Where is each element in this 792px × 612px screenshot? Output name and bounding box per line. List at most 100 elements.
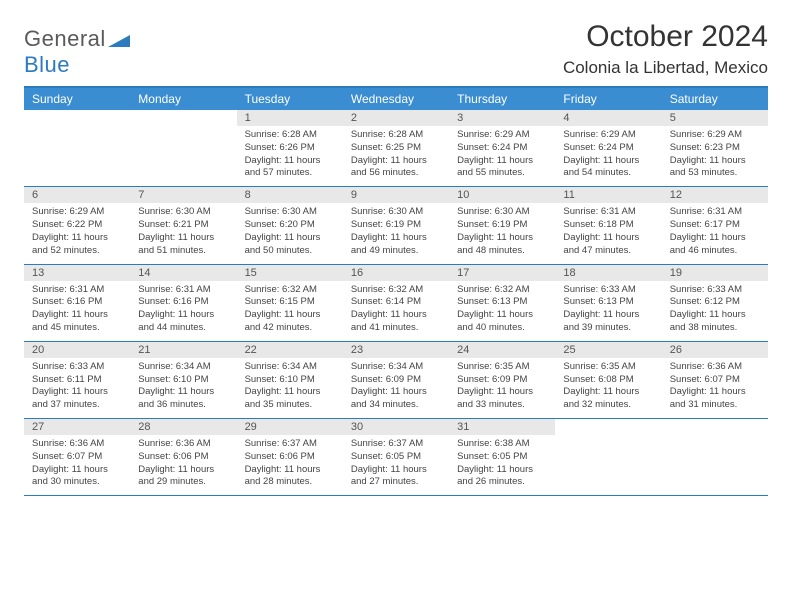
sunset-text: Sunset: 6:08 PM — [563, 374, 653, 387]
page-header: General Blue October 2024 Colonia la Lib… — [24, 20, 768, 78]
day-content-cell: Sunrise: 6:37 AMSunset: 6:06 PMDaylight:… — [237, 435, 343, 495]
brand-word1: General — [24, 26, 106, 51]
day-content-cell: Sunrise: 6:34 AMSunset: 6:10 PMDaylight:… — [130, 358, 236, 418]
daylight-text: Daylight: 11 hours and 26 minutes. — [457, 464, 547, 490]
day-number-cell: 19 — [662, 265, 768, 281]
day-number-cell: 30 — [343, 419, 449, 435]
daylight-text: Daylight: 11 hours and 42 minutes. — [245, 309, 335, 335]
day-content-cell: Sunrise: 6:31 AMSunset: 6:16 PMDaylight:… — [130, 281, 236, 341]
day-number-cell: 26 — [662, 342, 768, 358]
day-content-cell — [662, 435, 768, 495]
day-number-cell: 16 — [343, 265, 449, 281]
day-number-cell — [555, 419, 661, 435]
day-number-cell: 11 — [555, 187, 661, 203]
day-number-cell: 15 — [237, 265, 343, 281]
daylight-text: Daylight: 11 hours and 34 minutes. — [351, 386, 441, 412]
daylight-text: Daylight: 11 hours and 46 minutes. — [670, 232, 760, 258]
day-content-cell: Sunrise: 6:35 AMSunset: 6:09 PMDaylight:… — [449, 358, 555, 418]
day-number-cell: 20 — [24, 342, 130, 358]
daylight-text: Daylight: 11 hours and 31 minutes. — [670, 386, 760, 412]
sunset-text: Sunset: 6:16 PM — [138, 296, 228, 309]
day-number-row: 13141516171819 — [24, 265, 768, 281]
sunrise-text: Sunrise: 6:29 AM — [670, 129, 760, 142]
sunset-text: Sunset: 6:15 PM — [245, 296, 335, 309]
daylight-text: Daylight: 11 hours and 32 minutes. — [563, 386, 653, 412]
sunrise-text: Sunrise: 6:34 AM — [351, 361, 441, 374]
day-number-cell: 12 — [662, 187, 768, 203]
daylight-text: Daylight: 11 hours and 45 minutes. — [32, 309, 122, 335]
daylight-text: Daylight: 11 hours and 35 minutes. — [245, 386, 335, 412]
day-content-row: Sunrise: 6:33 AMSunset: 6:11 PMDaylight:… — [24, 358, 768, 419]
day-content-cell: Sunrise: 6:31 AMSunset: 6:16 PMDaylight:… — [24, 281, 130, 341]
sunrise-text: Sunrise: 6:33 AM — [563, 284, 653, 297]
sunset-text: Sunset: 6:20 PM — [245, 219, 335, 232]
daylight-text: Daylight: 11 hours and 48 minutes. — [457, 232, 547, 258]
sunset-text: Sunset: 6:10 PM — [138, 374, 228, 387]
day-number-cell: 28 — [130, 419, 236, 435]
daylight-text: Daylight: 11 hours and 51 minutes. — [138, 232, 228, 258]
day-number-cell: 29 — [237, 419, 343, 435]
daylight-text: Daylight: 11 hours and 41 minutes. — [351, 309, 441, 335]
day-number-cell: 18 — [555, 265, 661, 281]
sunrise-text: Sunrise: 6:35 AM — [563, 361, 653, 374]
day-number-cell: 10 — [449, 187, 555, 203]
day-content-cell: Sunrise: 6:29 AMSunset: 6:22 PMDaylight:… — [24, 203, 130, 263]
sunrise-text: Sunrise: 6:32 AM — [351, 284, 441, 297]
day-number-cell: 14 — [130, 265, 236, 281]
day-content-cell: Sunrise: 6:30 AMSunset: 6:19 PMDaylight:… — [449, 203, 555, 263]
day-content-row: Sunrise: 6:36 AMSunset: 6:07 PMDaylight:… — [24, 435, 768, 496]
day-number-cell: 31 — [449, 419, 555, 435]
day-content-cell: Sunrise: 6:32 AMSunset: 6:13 PMDaylight:… — [449, 281, 555, 341]
day-content-cell: Sunrise: 6:33 AMSunset: 6:11 PMDaylight:… — [24, 358, 130, 418]
sunset-text: Sunset: 6:10 PM — [245, 374, 335, 387]
day-number-cell: 7 — [130, 187, 236, 203]
weekday-header: Sunday — [24, 88, 130, 110]
sunrise-text: Sunrise: 6:33 AM — [32, 361, 122, 374]
day-content-cell: Sunrise: 6:35 AMSunset: 6:08 PMDaylight:… — [555, 358, 661, 418]
weekday-header: Tuesday — [237, 88, 343, 110]
day-content-cell: Sunrise: 6:28 AMSunset: 6:26 PMDaylight:… — [237, 126, 343, 186]
sunset-text: Sunset: 6:25 PM — [351, 142, 441, 155]
daylight-text: Daylight: 11 hours and 53 minutes. — [670, 155, 760, 181]
day-content-cell: Sunrise: 6:36 AMSunset: 6:07 PMDaylight:… — [662, 358, 768, 418]
month-title: October 2024 — [563, 20, 768, 54]
sunset-text: Sunset: 6:16 PM — [32, 296, 122, 309]
sunset-text: Sunset: 6:06 PM — [138, 451, 228, 464]
sunset-text: Sunset: 6:19 PM — [457, 219, 547, 232]
sunrise-text: Sunrise: 6:36 AM — [138, 438, 228, 451]
sunset-text: Sunset: 6:12 PM — [670, 296, 760, 309]
daylight-text: Daylight: 11 hours and 56 minutes. — [351, 155, 441, 181]
location-label: Colonia la Libertad, Mexico — [563, 58, 768, 78]
sunrise-text: Sunrise: 6:28 AM — [351, 129, 441, 142]
sunset-text: Sunset: 6:05 PM — [457, 451, 547, 464]
sunset-text: Sunset: 6:22 PM — [32, 219, 122, 232]
sunrise-text: Sunrise: 6:36 AM — [670, 361, 760, 374]
daylight-text: Daylight: 11 hours and 40 minutes. — [457, 309, 547, 335]
sunrise-text: Sunrise: 6:37 AM — [245, 438, 335, 451]
day-content-cell: Sunrise: 6:30 AMSunset: 6:20 PMDaylight:… — [237, 203, 343, 263]
day-content-cell: Sunrise: 6:36 AMSunset: 6:07 PMDaylight:… — [24, 435, 130, 495]
sunset-text: Sunset: 6:14 PM — [351, 296, 441, 309]
day-number-cell: 5 — [662, 110, 768, 126]
sunset-text: Sunset: 6:06 PM — [245, 451, 335, 464]
day-content-cell: Sunrise: 6:38 AMSunset: 6:05 PMDaylight:… — [449, 435, 555, 495]
sunset-text: Sunset: 6:05 PM — [351, 451, 441, 464]
weekday-header: Friday — [555, 88, 661, 110]
day-number-cell: 8 — [237, 187, 343, 203]
sunrise-text: Sunrise: 6:30 AM — [351, 206, 441, 219]
sunset-text: Sunset: 6:19 PM — [351, 219, 441, 232]
day-content-cell — [130, 126, 236, 186]
day-content-cell — [555, 435, 661, 495]
weekday-header: Wednesday — [343, 88, 449, 110]
day-number-cell — [24, 110, 130, 126]
daylight-text: Daylight: 11 hours and 38 minutes. — [670, 309, 760, 335]
daylight-text: Daylight: 11 hours and 55 minutes. — [457, 155, 547, 181]
day-content-cell: Sunrise: 6:30 AMSunset: 6:19 PMDaylight:… — [343, 203, 449, 263]
day-number-cell: 21 — [130, 342, 236, 358]
day-number-cell — [130, 110, 236, 126]
day-content-cell: Sunrise: 6:32 AMSunset: 6:14 PMDaylight:… — [343, 281, 449, 341]
day-content-row: Sunrise: 6:28 AMSunset: 6:26 PMDaylight:… — [24, 126, 768, 187]
sunset-text: Sunset: 6:18 PM — [563, 219, 653, 232]
sunset-text: Sunset: 6:07 PM — [670, 374, 760, 387]
daylight-text: Daylight: 11 hours and 28 minutes. — [245, 464, 335, 490]
